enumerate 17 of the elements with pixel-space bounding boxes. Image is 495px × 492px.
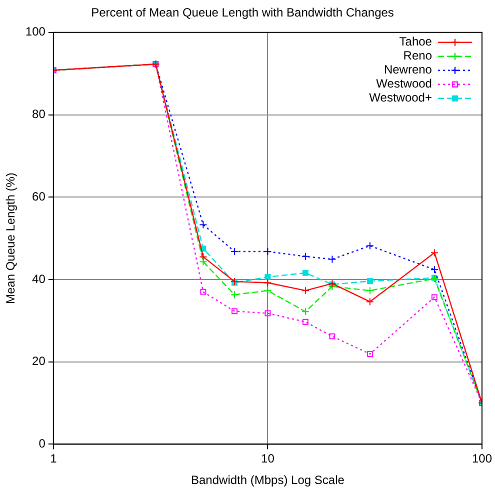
legend-label: Reno xyxy=(403,48,432,63)
x-tick-label: 10 xyxy=(261,452,275,466)
y-tick-label: 20 xyxy=(32,354,46,368)
y-tick-label: 40 xyxy=(32,272,46,286)
legend-label: Tahoe xyxy=(399,34,432,49)
y-tick-label: 60 xyxy=(32,189,46,204)
legend-label: Westwood+ xyxy=(369,90,432,105)
y-tick-label: 80 xyxy=(32,107,46,122)
x-tick-label: 100 xyxy=(472,452,492,466)
y-tick-label: 100 xyxy=(25,24,46,39)
legend-label: Westwood xyxy=(376,76,432,91)
y-axis-title: Mean Queue Length (%) xyxy=(4,172,18,304)
x-tick-label: 1 xyxy=(50,452,58,466)
x-axis-title: Bandwidth (Mbps) Log Scale xyxy=(190,473,345,488)
legend-label: Newreno xyxy=(384,62,432,77)
y-tick-label: 0 xyxy=(38,436,46,451)
chart-title: Percent of Mean Queue Length with Bandwidth Changes xyxy=(91,6,394,20)
